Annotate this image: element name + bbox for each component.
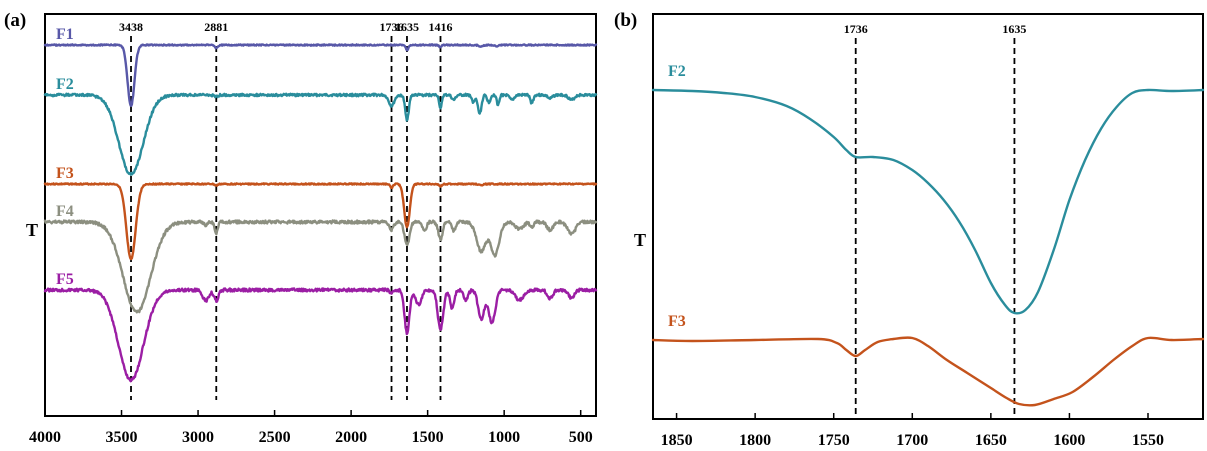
panel-a-series-F3 bbox=[43, 182, 598, 261]
panel-a-peak-label-1736: 1736 bbox=[380, 20, 404, 34]
panel-a-peak-label-1416: 1416 bbox=[428, 20, 452, 34]
panel-b-plot-frame bbox=[652, 13, 1204, 420]
panel-b-x-tick-label: 1600 bbox=[1053, 432, 1085, 449]
panel-a-x-tick-label: 500 bbox=[569, 429, 593, 446]
panel-b-x-tick-label: 1550 bbox=[1132, 432, 1164, 449]
panel-a-series-label-F1: F1 bbox=[56, 26, 74, 43]
panel-a-x-tick-label: 2500 bbox=[259, 429, 291, 446]
panel-b-series-F2 bbox=[651, 88, 1205, 315]
panel-b-x-tick-label: 1650 bbox=[975, 432, 1007, 449]
panel-a-series-label-F3: F3 bbox=[56, 165, 74, 182]
panel-a-series-F2 bbox=[43, 92, 598, 176]
panel-a-series-label-F2: F2 bbox=[56, 76, 74, 93]
panel-b-series-F3 bbox=[651, 336, 1205, 407]
panel-b-letter: (b) bbox=[614, 10, 637, 31]
panel-a-peak-label-2881: 2881 bbox=[204, 20, 228, 34]
panel-b-series-label-F2: F2 bbox=[668, 63, 686, 80]
panel-a-peak-label-3438: 3438 bbox=[119, 20, 143, 34]
panel-b-peak-label-1635: 1635 bbox=[1002, 22, 1026, 36]
panel-a-x-tick-label: 4000 bbox=[29, 429, 61, 446]
panel-a-series-F5 bbox=[43, 287, 598, 383]
panel-a-x-tick-label: 3500 bbox=[106, 429, 138, 446]
panel-b-x-tick-label: 1700 bbox=[896, 432, 928, 449]
panel-a-x-tick-label: 1000 bbox=[488, 429, 520, 446]
panel-b-peak-label-1736: 1736 bbox=[844, 22, 868, 36]
panel-a-x-tick-label: 3000 bbox=[182, 429, 214, 446]
panel-b-series-label-F3: F3 bbox=[668, 313, 686, 330]
panel-a-peak-label-1635: 1635 bbox=[395, 20, 419, 34]
panel-a-x-tick-label: 1500 bbox=[412, 429, 444, 446]
panel-b-x-tick-label: 1800 bbox=[739, 432, 771, 449]
panel-a-series-label-F4: F4 bbox=[56, 203, 74, 220]
panel-a-series-label-F5: F5 bbox=[56, 271, 74, 288]
panel-a-letter: (a) bbox=[4, 10, 26, 31]
panel-b-x-tick-label: 1750 bbox=[818, 432, 850, 449]
panel-a-series-F4 bbox=[43, 219, 598, 314]
panel-b-y-axis-label: T bbox=[634, 230, 646, 250]
panel-a-y-axis-label: T bbox=[26, 220, 38, 240]
panel-b: (b) T 1736 1635 F2 F3 1850 1800 1750 1700 1650… bbox=[614, 10, 1205, 449]
panel-a-plot-frame bbox=[44, 13, 597, 417]
panel-b-x-tick-label: 1850 bbox=[661, 432, 693, 449]
panel-a-series-F1 bbox=[43, 43, 598, 107]
panel-a-x-tick-label: 2000 bbox=[335, 429, 367, 446]
